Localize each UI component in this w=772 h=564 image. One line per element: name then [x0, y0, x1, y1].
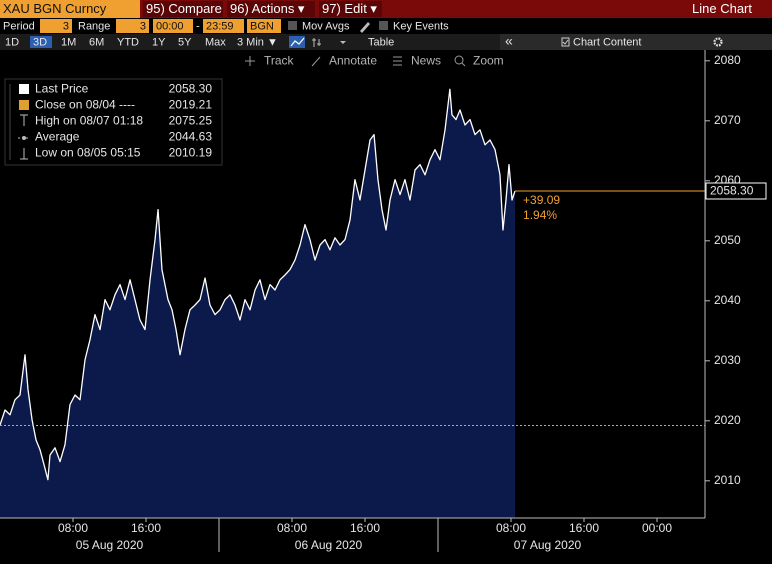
- line-icon: [290, 37, 305, 47]
- legend-label: Last Price: [35, 82, 89, 96]
- legend-value: 2019.21: [169, 98, 213, 112]
- legend-label: High on 08/07 01:18: [35, 114, 143, 128]
- price-line: [0, 88, 516, 481]
- y-tick-label: 2040: [714, 293, 741, 307]
- news-tool[interactable]: News: [411, 54, 441, 68]
- bar-icon[interactable]: [312, 38, 321, 47]
- compare-button[interactable]: [143, 1, 223, 17]
- y-tick-label: 2010: [714, 473, 741, 487]
- zoom-icon-handle: [461, 62, 466, 67]
- y-tick-label: 2020: [714, 413, 741, 427]
- legend-value: 2075.25: [169, 114, 213, 128]
- x-tick-label: 08:00: [58, 521, 88, 535]
- date-label: 07 Aug 2020: [514, 538, 582, 552]
- range-button[interactable]: Max: [205, 36, 226, 48]
- news-icon: [393, 56, 402, 66]
- view-name: Line Chart: [692, 1, 752, 16]
- x-tick-label: 08:00: [277, 521, 307, 535]
- chart-tools: Track Annotate News Zoom: [245, 54, 504, 68]
- legend-high-icon: [20, 114, 28, 126]
- price-area: [0, 89, 516, 519]
- range-selected-bg: [30, 36, 52, 48]
- x-tick-label: 16:00: [131, 521, 161, 535]
- security-field[interactable]: [0, 0, 140, 18]
- range-button[interactable]: 6M: [89, 36, 104, 48]
- range-button[interactable]: 1M: [61, 36, 76, 48]
- chart-content-button[interactable]: Chart Content: [573, 36, 641, 48]
- mov-avgs-checkbox[interactable]: [288, 21, 297, 30]
- actions-button[interactable]: [227, 1, 315, 17]
- range-value: 3: [140, 20, 146, 32]
- zoom-icon: [454, 55, 464, 65]
- x-tick-label: 08:00: [496, 521, 526, 535]
- date-label: 05 Aug 2020: [76, 538, 144, 552]
- legend-value: 2058.30: [169, 82, 213, 96]
- edit-button[interactable]: [319, 1, 382, 17]
- start-time: 00:00: [156, 20, 184, 32]
- y-tick-label: 2030: [714, 353, 741, 367]
- x-tick-label: 00:00: [642, 521, 672, 535]
- track-tool[interactable]: Track: [264, 54, 295, 68]
- range-button[interactable]: 1D: [5, 36, 19, 48]
- legend-last-swatch: [19, 84, 29, 94]
- legend-value: 2010.19: [169, 146, 213, 160]
- x-tick-label: 16:00: [569, 521, 599, 535]
- key-events-checkbox[interactable]: [379, 21, 388, 30]
- plot: +39.091.94%: [0, 88, 705, 519]
- range-label: Range: [78, 20, 110, 32]
- legend-label: Close on 08/04 ----: [35, 98, 135, 112]
- time-dash: -: [196, 20, 200, 32]
- legend-box: [4, 78, 223, 166]
- source-field[interactable]: [247, 19, 281, 33]
- range-button[interactable]: 1Y: [152, 36, 166, 48]
- range-field[interactable]: [116, 19, 149, 33]
- legend-close-swatch: [19, 100, 29, 110]
- dropdown-icon[interactable]: [340, 41, 346, 44]
- collapse-button[interactable]: «: [505, 33, 513, 49]
- period-field[interactable]: [40, 19, 72, 33]
- last-price-box: [705, 182, 767, 200]
- legend-label: Average: [35, 130, 80, 144]
- compare-label: 95) Compare: [146, 1, 222, 16]
- security: XAU BGN Curncy: [3, 1, 107, 16]
- chart-content-icon: [561, 37, 570, 47]
- y-tick-label: 2070: [714, 113, 741, 127]
- legend: Last Price 2058.30 Close on 08/04 ---- 2019…: [35, 82, 212, 160]
- legend-low-icon: [20, 148, 28, 160]
- table-button[interactable]: Table: [368, 36, 394, 48]
- range-buttons: 1D 3D 1M 6M YTD 1Y 5Y Max 3 Min ▼: [5, 36, 278, 48]
- edit-label: 97) Edit ▾: [322, 1, 377, 16]
- change-annotation: 1.94%: [523, 208, 557, 222]
- end-field[interactable]: [203, 19, 244, 33]
- change-annotation: +39.09: [523, 193, 560, 207]
- x-tick-label: 16:00: [350, 521, 380, 535]
- last-price-label: 2058.30: [710, 184, 754, 198]
- key-events-label: Key Events: [393, 20, 449, 32]
- range-button[interactable]: 5Y: [178, 36, 192, 48]
- actions-label: 96) Actions ▾: [230, 1, 305, 16]
- period-value: 3: [63, 20, 69, 32]
- range-button[interactable]: YTD: [117, 36, 139, 48]
- range-button[interactable]: 3 Min ▼: [237, 36, 278, 48]
- annotate-icon: [311, 56, 321, 67]
- date-label: 06 Aug 2020: [295, 538, 363, 552]
- start-field[interactable]: [153, 19, 193, 33]
- period-label: Period: [3, 20, 35, 32]
- source: BGN: [250, 20, 274, 32]
- mov-avgs-label: Mov Avgs: [302, 20, 350, 32]
- legend-value: 2044.63: [169, 130, 213, 144]
- track-icon: [245, 56, 255, 66]
- annotate-tool[interactable]: Annotate: [329, 54, 377, 68]
- range-button[interactable]: 3D: [33, 36, 47, 48]
- legend-average-dot: [22, 136, 26, 140]
- y-tick-label: 2050: [714, 233, 741, 247]
- settings-gear[interactable]: [713, 37, 723, 47]
- pencil-icon[interactable]: [360, 22, 370, 33]
- legend-label: Low on 08/05 05:15: [35, 146, 141, 160]
- end-time: 23:59: [206, 20, 234, 32]
- y-tick-label: 2080: [714, 53, 741, 67]
- zoom-tool[interactable]: Zoom: [473, 54, 504, 68]
